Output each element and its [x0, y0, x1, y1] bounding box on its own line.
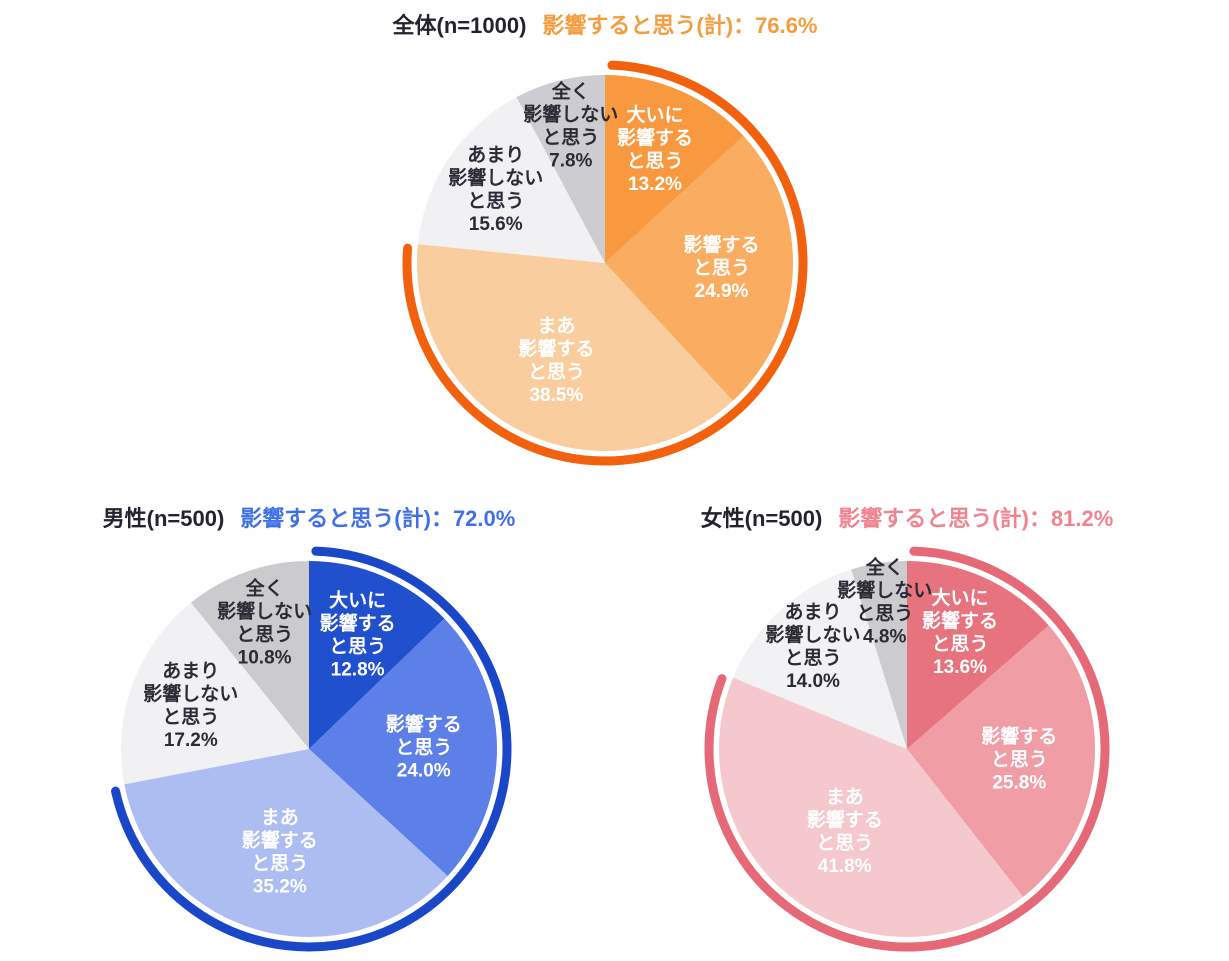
pie-slice-overall-1 [605, 75, 744, 263]
slice-label-female-5: 全く影響しないと思う 4.8% [837, 555, 932, 647]
pie-slice-overall-2 [605, 136, 793, 401]
chart-overall: 全体(n=1000) 影響すると思う(計)：76.6% 大いに影響すると思う 13.… [375, 12, 835, 473]
chart-total-agree-label: 影響すると思う(計)：72.0% [240, 506, 516, 531]
slice-label-male-4: あまり影響しないと思う 17.2% [143, 660, 238, 751]
slice-label-female-2: 影響すると思う 25.8% [981, 724, 1057, 793]
chart-female: 女性(n=500) 影響すると思う(計)：81.2% 大いに影響すると思う 13.6… [687, 505, 1127, 959]
chart-title-male: 男性(n=500) 影響すると思う(計)：72.0% [89, 505, 529, 533]
slice-label-male-1: 大いに影響すると思う 12.8% [320, 588, 396, 680]
pie-slice-female-3 [719, 677, 1024, 937]
chart-male: 男性(n=500) 影響すると思う(計)：72.0% 大いに影響すると思う 12.8… [89, 505, 529, 959]
pie-chart-female: 大いに影響すると思う 13.6% 影響すると思う 25.8% まあ影響すると思う 41.8… [704, 546, 1110, 952]
slice-label-female-3: まあ影響すると思う 41.8% [807, 786, 883, 877]
pie-slice-overall-3 [417, 244, 733, 451]
chart-group-label: 男性(n=500) [102, 506, 225, 531]
pie-slice-male-2 [309, 618, 497, 876]
slice-label-overall-3: まあ影響すると思う 38.5% [518, 315, 594, 406]
slice-label-overall-5: 全く影響しないと思う 7.8% [523, 79, 618, 171]
slice-label-male-5: 全く影響しないと思う 10.8% [217, 576, 312, 668]
slice-label-overall-4: あまり影響しないと思う 15.6% [448, 144, 543, 235]
slice-label-female-1: 大いに影響すると思う 13.6% [922, 586, 998, 678]
chart-title-overall: 全体(n=1000) 影響すると思う(計)：76.6% [375, 12, 835, 40]
chart-title-female: 女性(n=500) 影響すると思う(計)：81.2% [687, 505, 1127, 533]
slice-label-male-3: まあ影響すると思う 35.2% [242, 806, 318, 897]
slice-label-overall-1: 大いに影響すると思う 13.2% [617, 102, 693, 194]
total-highlight-arc-overall [402, 60, 808, 466]
chart-total-agree-label: 影響すると思う(計)：81.2% [838, 506, 1114, 531]
chart-group-label: 女性(n=500) [700, 506, 823, 531]
pie-chart-male: 大いに影響すると思う 12.8% 影響すると思う 24.0% まあ影響すると思う 35.2… [111, 546, 512, 952]
slice-label-female-4: あまり影響しないと思う 14.0% [765, 600, 860, 691]
pie-slice-male-1 [309, 561, 445, 749]
pie-slice-male-3 [124, 749, 448, 937]
pie-slice-male-4 [120, 602, 310, 785]
pie-slice-female-2 [907, 625, 1096, 897]
chart-total-agree-label: 影響すると思う(計)：76.6% [542, 13, 818, 38]
slice-label-male-2: 影響すると思う 24.0% [386, 712, 462, 781]
pie-slice-overall-5 [516, 75, 605, 263]
pie-slice-overall-4 [417, 97, 605, 263]
total-highlight-arc-male [111, 546, 512, 952]
pie-slice-female-4 [733, 569, 907, 749]
slice-label-overall-2: 影響すると思う 24.9% [683, 232, 759, 301]
pie-chart-overall: 大いに影響すると思う 13.2% 影響すると思う 24.9% まあ影響すると思う 38.5… [402, 60, 808, 466]
pie-slice-female-5 [851, 561, 907, 749]
pie-slice-male-5 [190, 561, 309, 749]
chart-group-label: 全体(n=1000) [392, 13, 527, 38]
total-highlight-arc-female [704, 546, 1110, 952]
pie-slice-female-1 [907, 561, 1049, 749]
